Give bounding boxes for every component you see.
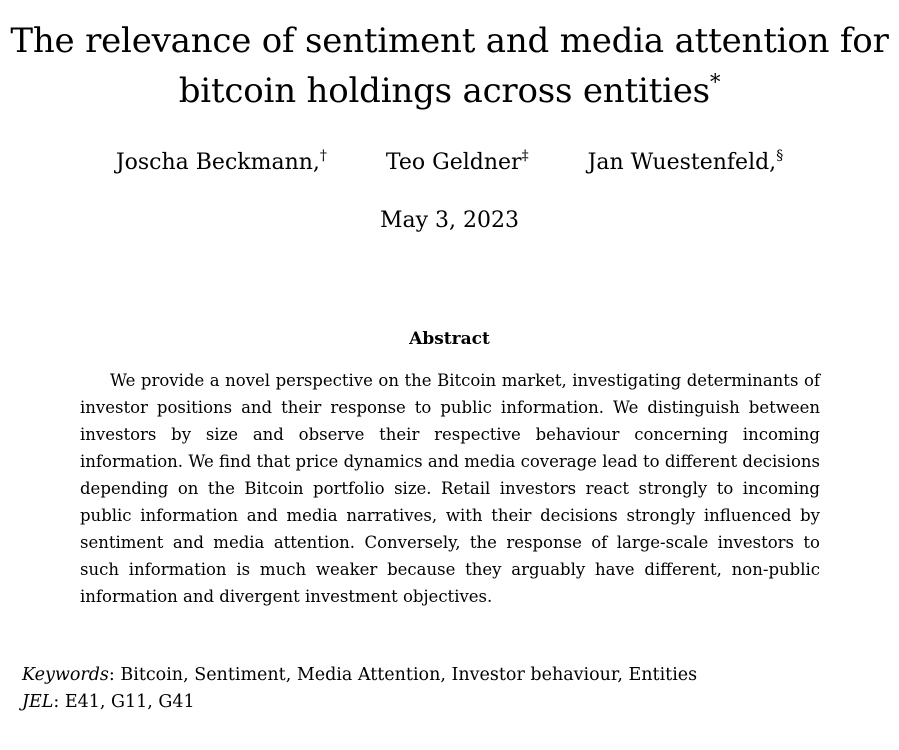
paper-title-line-1: The relevance of sentiment and media att…: [10, 21, 889, 61]
author-name: Teo Geldner: [385, 150, 522, 175]
paper-title-line-2-text: bitcoin holdings across entities: [178, 71, 710, 111]
author-name: Jan Wuestenfeld,: [587, 150, 777, 175]
author-wuestenfeld: Jan Wuestenfeld,§: [588, 147, 784, 179]
jel-text: : E41, G11, G41: [53, 692, 195, 712]
author-footnote-mark[interactable]: ‡: [521, 148, 529, 164]
keywords-text: : Bitcoin, Sentiment, Media Attention, I…: [108, 665, 698, 685]
author-list: Joscha Beckmann,† Teo Geldner‡ Jan Wuest…: [0, 147, 899, 179]
abstract-body: We provide a novel perspective on the Bi…: [80, 371, 820, 606]
author-footnote-mark[interactable]: †: [319, 148, 327, 164]
keywords-line: Keywords: Bitcoin, Sentiment, Media Atte…: [22, 662, 882, 689]
author-name: Joscha Beckmann,: [115, 150, 320, 175]
jel-label: JEL: [22, 692, 54, 712]
author-footnote-mark[interactable]: §: [776, 148, 784, 164]
author-beckmann: Joscha Beckmann,†: [116, 147, 327, 179]
abstract-heading: Abstract: [409, 329, 490, 349]
keywords-label: Keywords: [22, 665, 109, 685]
paper-title: The relevance of sentiment and media att…: [0, 16, 899, 116]
title-footnote-mark[interactable]: *: [709, 70, 721, 94]
paper-title-line-2: bitcoin holdings across entities*: [0, 66, 899, 116]
jel-line: JEL: E41, G11, G41: [22, 689, 882, 716]
paper-date: May 3, 2023: [379, 208, 520, 233]
author-geldner: Teo Geldner‡: [386, 147, 529, 179]
